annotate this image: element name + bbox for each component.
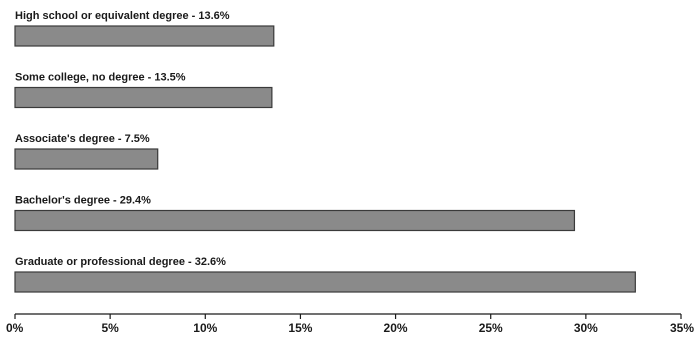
x-tick-label: 0% xyxy=(6,321,24,335)
bar-label: Some college, no degree - 13.5% xyxy=(15,72,186,84)
bar xyxy=(14,148,159,170)
x-tick-label: 20% xyxy=(384,321,408,335)
bar xyxy=(14,86,273,109)
bar-label: High school or equivalent degree - 13.6% xyxy=(15,10,230,22)
bar xyxy=(14,271,636,293)
x-tick-label: 35% xyxy=(670,321,694,335)
x-tick-label: 30% xyxy=(574,321,598,335)
x-tick-label: 10% xyxy=(193,321,217,335)
bar-label: Bachelor's degree - 29.4% xyxy=(15,195,151,207)
bar xyxy=(14,209,576,232)
bar-label: Graduate or professional degree - 32.6% xyxy=(15,256,226,268)
bar-label: Associate's degree - 7.5% xyxy=(15,133,150,145)
bar xyxy=(14,25,275,47)
x-tick-label: 5% xyxy=(101,321,119,335)
x-tick-label: 15% xyxy=(288,321,312,335)
x-tick-label: 25% xyxy=(479,321,503,335)
bars-layer: High school or equivalent degree - 13.6%… xyxy=(14,10,636,293)
x-axis: 0% 5% 10% 15% 20% 25% 30% 35% xyxy=(6,313,694,335)
